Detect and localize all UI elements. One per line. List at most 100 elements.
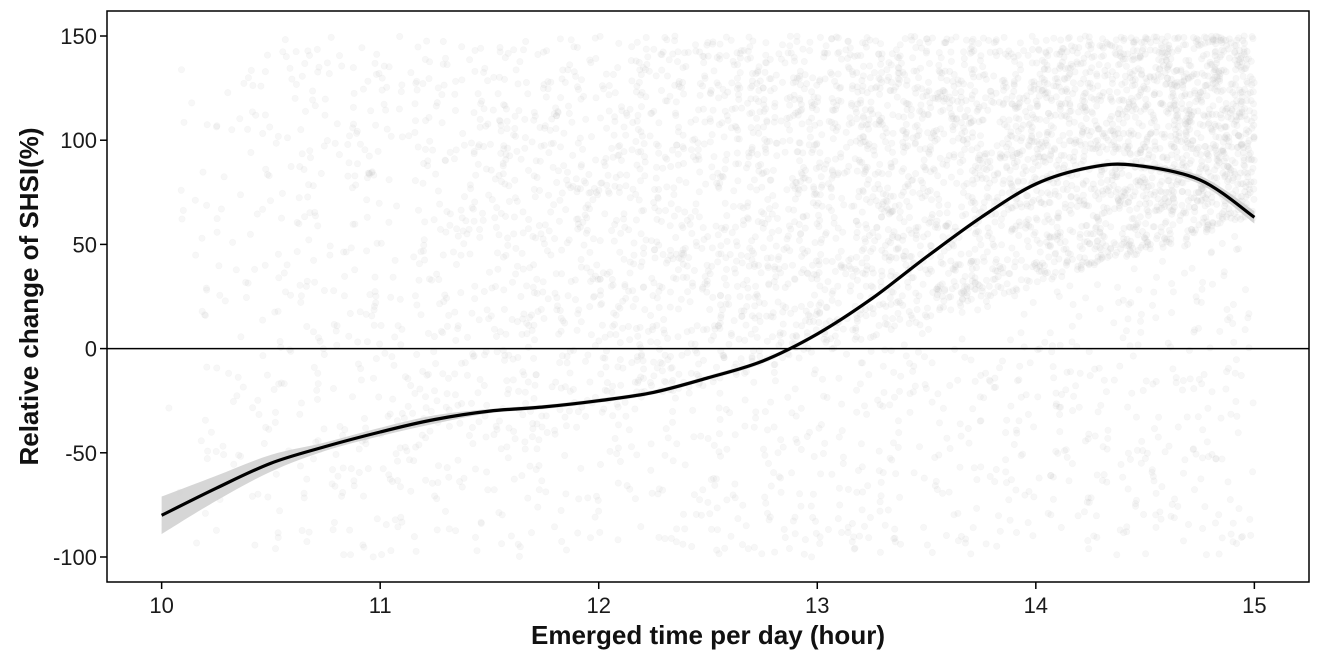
scatter-point <box>1076 102 1084 110</box>
scatter-point <box>1099 232 1107 240</box>
scatter-point <box>1192 450 1200 458</box>
scatter-point <box>1123 242 1131 250</box>
scatter-point <box>754 68 762 76</box>
scatter-point <box>774 255 782 263</box>
scatter-point <box>775 473 783 481</box>
scatter-point <box>895 429 903 437</box>
scatter-point <box>1250 195 1258 203</box>
scatter-point <box>581 357 589 365</box>
scatter-point <box>937 253 945 261</box>
scatter-point <box>660 326 668 334</box>
scatter-point <box>438 119 446 127</box>
scatter-point <box>353 160 361 168</box>
scatter-point <box>1085 545 1093 553</box>
scatter-point <box>492 332 500 340</box>
scatter-point <box>653 215 661 223</box>
scatter-point <box>470 352 478 360</box>
scatter-point <box>201 311 209 319</box>
scatter-point <box>1093 533 1101 541</box>
scatter-point <box>573 43 581 51</box>
scatter-point <box>1229 300 1237 308</box>
scatter-point <box>283 134 291 142</box>
scatter-point <box>1223 135 1231 143</box>
scatter-point <box>522 37 530 45</box>
scatter-point <box>609 412 617 420</box>
scatter-point <box>493 204 501 212</box>
scatter-point <box>637 177 645 185</box>
scatter-point <box>941 222 949 230</box>
scatter-point <box>629 287 637 295</box>
scatter-point <box>1219 146 1227 154</box>
scatter-point <box>306 154 314 162</box>
scatter-point <box>564 292 572 300</box>
scatter-point <box>699 486 707 494</box>
scatter-point <box>524 166 532 174</box>
scatter-point <box>1137 328 1145 336</box>
scatter-point <box>968 48 976 56</box>
scatter-point <box>648 326 656 334</box>
scatter-point <box>968 146 976 154</box>
scatter-point <box>998 357 1006 365</box>
scatter-point <box>493 348 501 356</box>
scatter-point <box>1232 113 1240 121</box>
scatter-point <box>888 163 896 171</box>
scatter-point <box>842 350 850 358</box>
scatter-point <box>779 320 787 328</box>
scatter-point <box>1168 500 1176 508</box>
scatter-point <box>1172 67 1180 75</box>
scatter-point <box>1149 380 1157 388</box>
scatter-point <box>1169 89 1177 97</box>
scatter-point <box>1093 102 1101 110</box>
scatter-point <box>661 153 669 161</box>
scatter-point <box>1007 181 1015 189</box>
scatter-point <box>806 300 814 308</box>
scatter-point <box>1219 138 1227 146</box>
scatter-point <box>485 315 493 323</box>
scatter-point <box>1010 440 1018 448</box>
scatter-point <box>1046 241 1054 249</box>
scatter-point <box>945 152 953 160</box>
scatter-point <box>1167 140 1175 148</box>
scatter-point <box>1058 268 1066 276</box>
scatter-point <box>926 99 934 107</box>
scatter-point <box>1202 164 1210 172</box>
scatter-point <box>475 418 483 426</box>
scatter-point <box>1119 110 1127 118</box>
scatter-point <box>594 191 602 199</box>
scatter-point <box>652 174 660 182</box>
scatter-point <box>895 64 903 72</box>
scatter-point <box>784 393 792 401</box>
scatter-point <box>717 242 725 250</box>
scatter-point <box>985 376 993 384</box>
scatter-point <box>1110 148 1118 156</box>
scatter-point <box>592 94 600 102</box>
scatter-point <box>413 301 421 309</box>
scatter-point <box>984 224 992 232</box>
scatter-point <box>1250 156 1258 164</box>
scatter-point <box>523 282 531 290</box>
scatter-point <box>1082 177 1090 185</box>
scatter-point <box>1242 193 1250 201</box>
scatter-point <box>923 304 931 312</box>
scatter-point <box>1177 212 1185 220</box>
scatter-point <box>1019 177 1027 185</box>
scatter-point <box>897 372 905 380</box>
scatter-point <box>1095 195 1103 203</box>
scatter-point <box>1061 87 1069 95</box>
scatter-point <box>1107 127 1115 135</box>
scatter-point <box>638 132 646 140</box>
scatter-point <box>688 279 696 287</box>
scatter-point <box>1099 89 1107 97</box>
scatter-point <box>1247 531 1255 539</box>
scatter-point <box>1066 154 1074 162</box>
scatter-point <box>1023 200 1031 208</box>
scatter-point <box>808 102 816 110</box>
scatter-point <box>1113 173 1121 181</box>
scatter-point <box>940 130 948 138</box>
scatter-point <box>552 112 560 120</box>
scatter-point <box>1002 143 1010 151</box>
scatter-point <box>724 116 732 124</box>
scatter-point <box>948 285 956 293</box>
scatter-point <box>1131 188 1139 196</box>
scatter-point <box>603 270 611 278</box>
